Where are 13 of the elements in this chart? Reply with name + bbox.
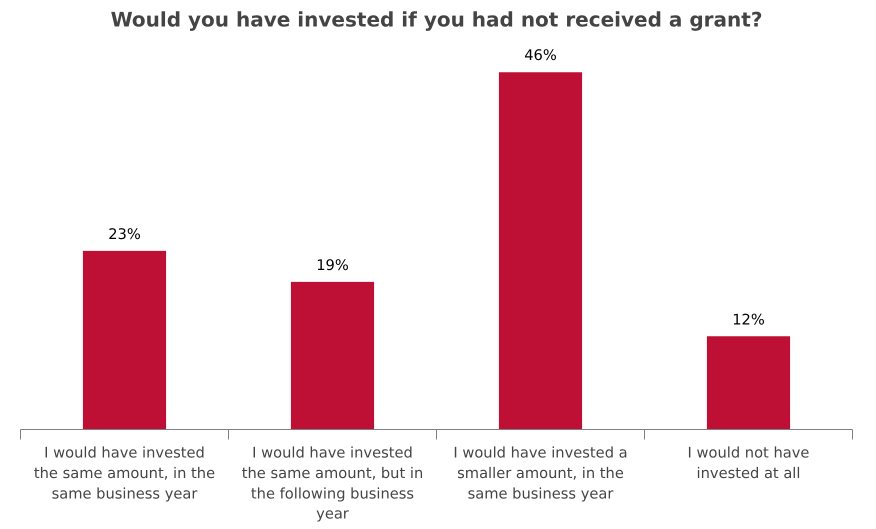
x-tick-label: I would have invested the same amount, in the same business year [34,444,216,502]
data-label: 19% [316,256,349,274]
x-tick-label: I would have invested a smaller amount, in the same business year [453,444,628,502]
bar [706,336,790,430]
x-tick-label: I would have invested the same amount, but in the following business year [242,444,424,523]
data-label: 12% [732,311,765,328]
chart-title: Would you have invested if you had not received a grant? [110,8,762,32]
data-label: 23% [108,226,141,243]
bar [290,282,374,430]
data-label: 46% [524,47,557,64]
bar [82,250,166,430]
x-tick-label: I would not have invested at all [688,444,810,482]
bar [498,72,582,430]
